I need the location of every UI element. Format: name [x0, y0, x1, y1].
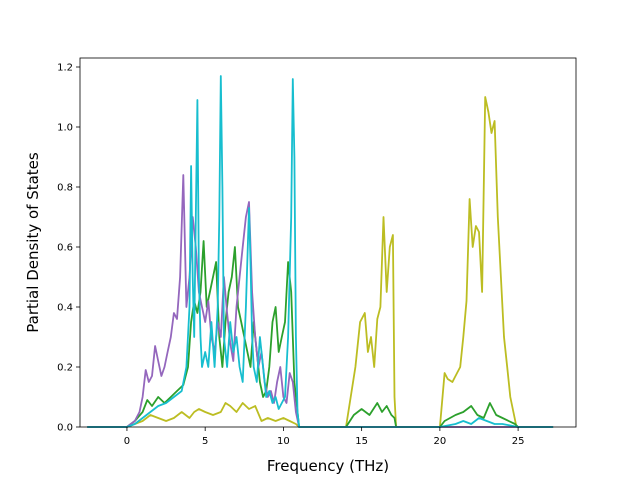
- series-line-3: [86, 174, 554, 428]
- plot-frame: [79, 57, 577, 428]
- y-tick-label: 1.2: [57, 63, 73, 74]
- y-tick-label: 0.2: [57, 363, 73, 374]
- series-layer: [86, 75, 554, 428]
- x-tick-label: 25: [512, 436, 525, 447]
- x-tick-label: 10: [277, 436, 290, 447]
- x-tick-label: 20: [434, 436, 447, 447]
- x-tick-label: 0: [124, 436, 130, 447]
- y-tick-label: 0.0: [57, 423, 73, 434]
- y-tick-label: 0.4: [57, 303, 73, 314]
- x-axis-label: Frequency (THz): [267, 457, 389, 475]
- x-axis-ticks: 0 5 10 15 20 25: [124, 427, 525, 447]
- y-axis-label: Partial Density of States: [24, 152, 42, 333]
- y-axis-ticks: 0.0 0.2 0.4 0.6 0.8 1.0 1.2: [57, 63, 80, 434]
- y-tick-label: 1.0: [57, 123, 73, 134]
- series-line-1: [86, 96, 554, 428]
- y-tick-label: 0.6: [57, 243, 73, 254]
- x-tick-label: 15: [355, 436, 368, 447]
- x-tick-label: 5: [202, 436, 208, 447]
- y-tick-label: 0.8: [57, 183, 73, 194]
